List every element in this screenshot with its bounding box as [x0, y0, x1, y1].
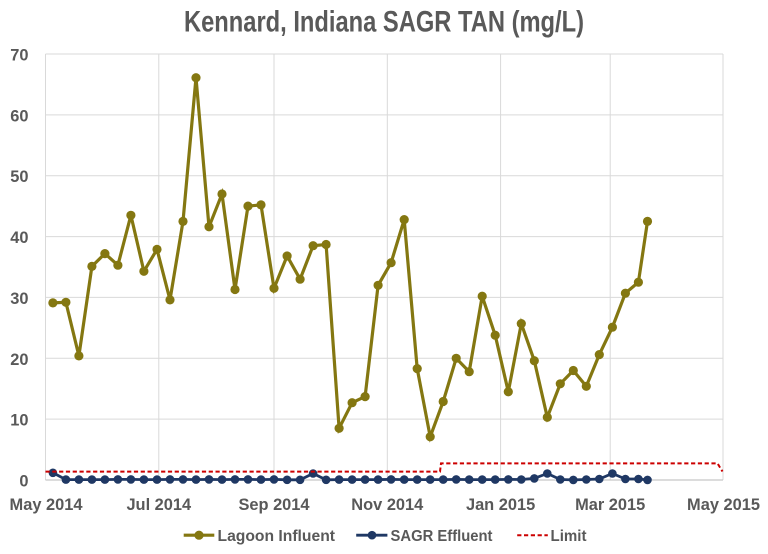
svg-text:50: 50: [10, 168, 28, 186]
svg-text:Sep 2014: Sep 2014: [238, 496, 310, 514]
svg-text:Nov 2014: Nov 2014: [351, 496, 424, 514]
svg-text:20: 20: [10, 351, 28, 369]
svg-text:Limit: Limit: [551, 528, 587, 545]
svg-text:May 2014: May 2014: [10, 496, 84, 514]
svg-text:Lagoon Influent: Lagoon Influent: [218, 528, 336, 545]
svg-text:0: 0: [19, 473, 28, 491]
svg-text:60: 60: [10, 107, 28, 125]
svg-text:40: 40: [10, 229, 28, 247]
svg-text:70: 70: [10, 47, 28, 65]
svg-text:Mar 2015: Mar 2015: [575, 496, 645, 514]
svg-text:Jul 2014: Jul 2014: [126, 496, 192, 514]
svg-text:30: 30: [10, 290, 28, 308]
svg-text:Jan 2015: Jan 2015: [466, 496, 535, 514]
svg-text:SAGR Effluent: SAGR Effluent: [391, 528, 493, 545]
svg-text:May 2015: May 2015: [687, 496, 760, 514]
svg-text:Kennard, Indiana SAGR TAN (mg/: Kennard, Indiana SAGR TAN (mg/L): [184, 5, 584, 38]
svg-text:10: 10: [10, 412, 28, 430]
